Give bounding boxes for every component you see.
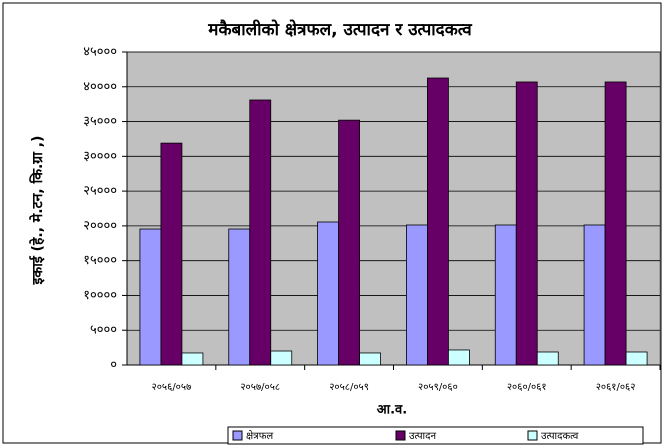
x-tick-label: २०५८/०५९ — [329, 382, 369, 393]
legend-swatch — [527, 430, 538, 441]
bar — [448, 349, 470, 366]
y-tick-label: १५००० — [83, 253, 117, 268]
bar — [625, 351, 648, 366]
x-tick-label: २०६१/०६२ — [596, 382, 636, 393]
bar — [270, 350, 293, 366]
legend-box — [227, 426, 644, 445]
y-tick-label: २५००० — [83, 184, 117, 199]
y-tick-label: ४५००० — [83, 45, 117, 60]
bar — [583, 224, 606, 366]
chart-title: मकैबालीको क्षेत्रफल, उत्पादन र उत्पादकत्… — [207, 19, 473, 40]
x-tick-label: २०५६/०५७ — [152, 382, 192, 393]
bar — [359, 352, 381, 366]
bar — [515, 81, 538, 366]
y-tick-label: १०००० — [83, 288, 117, 303]
bar — [181, 352, 204, 366]
bar — [427, 77, 449, 366]
legend-swatch — [395, 430, 406, 441]
bar — [406, 224, 428, 366]
legend-swatch — [232, 430, 243, 441]
y-tick-label: ३०००० — [83, 149, 117, 164]
legend-label: क्षेत्रफल — [246, 430, 273, 442]
bar — [536, 351, 559, 366]
y-axis-label: इकाई (हे., मे.टन, कि.ग्रा ,) — [29, 136, 46, 286]
bar — [249, 99, 272, 366]
bar — [317, 221, 339, 366]
y-tick-label: ० — [110, 358, 117, 373]
x-axis-label: आ.व. — [377, 403, 407, 418]
bar — [160, 142, 183, 366]
plot-area — [126, 51, 661, 366]
y-tick-label: २०००० — [83, 218, 117, 233]
bar — [494, 224, 517, 366]
y-tick-label: ४०००० — [83, 79, 117, 94]
x-tick-label: २०५७/०५८ — [240, 382, 280, 393]
bar — [139, 228, 162, 366]
legend-label: उत्पादकत्व — [541, 431, 579, 442]
y-tick-label: ३५००० — [83, 114, 117, 129]
y-tick-label: ५००० — [90, 323, 117, 338]
legend-label: उत्पादन — [409, 431, 436, 442]
bar — [338, 119, 360, 366]
bar — [228, 228, 251, 366]
x-tick-label: २०६०/०६१ — [507, 382, 547, 393]
bar — [604, 81, 627, 366]
x-tick-label: २०५९/०६० — [418, 382, 458, 393]
